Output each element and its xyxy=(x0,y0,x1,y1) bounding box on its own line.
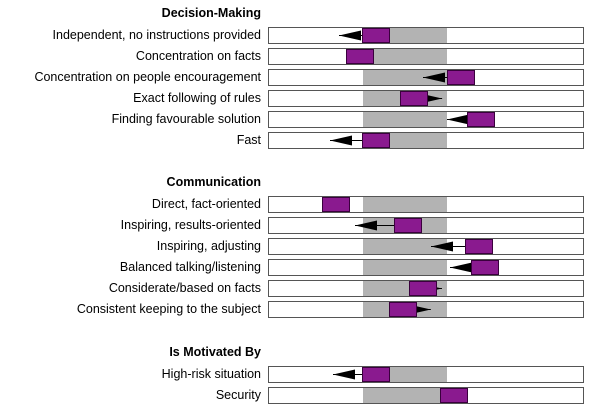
score-marker xyxy=(388,302,417,317)
row-label: Exact following of rules xyxy=(133,91,261,105)
row-label: Concentration on people encouragement xyxy=(34,70,261,84)
row-label: Fast xyxy=(236,133,261,147)
row-label: Inspiring, adjusting xyxy=(156,239,261,253)
row-label: Finding favourable solution xyxy=(111,112,261,126)
section-heading: Decision-Making xyxy=(161,6,261,20)
normal-range-band xyxy=(362,260,447,275)
score-marker xyxy=(408,281,437,296)
arrow-head xyxy=(354,220,377,231)
row-label: Inspiring, results-oriented xyxy=(120,218,261,232)
score-marker xyxy=(362,133,391,148)
score-marker xyxy=(362,28,391,43)
section-heading: Communication xyxy=(166,175,261,189)
score-marker xyxy=(345,49,374,64)
arrow-head xyxy=(329,135,352,146)
score-marker xyxy=(362,367,391,382)
section-heading: Is Motivated By xyxy=(169,345,261,359)
row-label: Independent, no instructions provided xyxy=(52,28,261,42)
arrow-head xyxy=(422,72,445,83)
arrow-head xyxy=(430,241,453,252)
score-marker xyxy=(446,70,475,85)
arrow-head xyxy=(446,114,469,125)
score-marker xyxy=(440,388,469,403)
arrow-head xyxy=(332,369,355,380)
row-label: Security xyxy=(215,388,261,402)
normal-range-band xyxy=(362,49,447,64)
normal-range-band xyxy=(362,239,447,254)
normal-range-band xyxy=(362,388,447,403)
row-label: High-risk situation xyxy=(161,367,261,381)
score-marker xyxy=(465,239,494,254)
score-marker xyxy=(321,197,350,212)
arrow-head xyxy=(339,30,362,41)
score-marker xyxy=(399,91,428,106)
row-label: Direct, fact-oriented xyxy=(151,197,261,211)
normal-range-band xyxy=(362,112,447,127)
normal-range-band xyxy=(362,70,447,85)
row-label: Concentration on facts xyxy=(135,49,261,63)
score-marker xyxy=(470,260,499,275)
row-label: Considerate/based on facts xyxy=(108,281,261,295)
normal-range-band xyxy=(362,197,447,212)
arrow-head xyxy=(449,262,472,273)
score-marker xyxy=(394,218,423,233)
score-marker xyxy=(467,112,496,127)
row-label: Consistent keeping to the subject xyxy=(76,302,261,316)
row-label: Balanced talking/listening xyxy=(119,260,261,274)
